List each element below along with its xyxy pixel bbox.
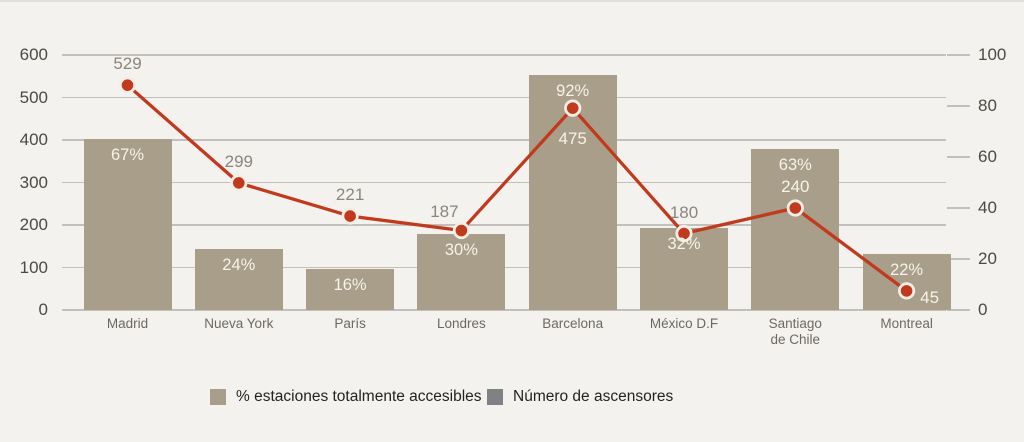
legend-item-accessible-stations: % estaciones totalmente accesibles [210, 388, 482, 406]
top-border-strip [0, 0, 1024, 2]
line-value-label-mexico-d-f: 180 [669, 202, 699, 222]
y-axis-left-tick-600: 600 [19, 45, 48, 64]
y-axis-left-tick-200: 200 [19, 215, 48, 234]
bar-value-label-nueva-york: 24% [222, 255, 256, 274]
bar-value-label-barcelona: 92% [556, 82, 590, 101]
line-value-label-paris: 221 [335, 185, 365, 205]
bar-montreal [862, 253, 951, 310]
x-axis-label-madrid: Madrid [106, 316, 149, 331]
bar-value-label-mexico-d-f: 32% [667, 235, 701, 254]
line-value-label-londres: 187 [430, 201, 459, 221]
legend-label-accessible-stations: % estaciones totalmente accesibles [236, 388, 482, 405]
y-axis-left-tick-500: 500 [19, 87, 48, 107]
x-axis-label-londres: Londres [436, 316, 486, 331]
bar-paris [306, 269, 395, 310]
line-value-label-nueva-york: 299 [224, 151, 253, 171]
gridline-600 [62, 54, 946, 56]
gridline-200 [62, 224, 946, 226]
bar-madrid [83, 139, 172, 310]
x-axis-label-paris: París [334, 316, 366, 331]
legend-swatch-accessible-stations [210, 389, 226, 405]
x-axis-label-santiago-de-chile: Santiago de Chile [768, 316, 822, 347]
x-axis-label-nueva-york: Nueva York [204, 316, 274, 331]
bar-value-label-montreal: 22% [890, 260, 924, 279]
bar-value-label-paris: 16% [333, 276, 367, 295]
x-axis-label-barcelona: Barcelona [542, 316, 604, 331]
gridline-0 [62, 309, 946, 311]
line-point-barcelona [564, 99, 582, 117]
bar-value-label-madrid: 67% [110, 146, 145, 165]
line-value-label-madrid: 529 [113, 54, 142, 74]
line-point-paris [341, 207, 359, 225]
bar-value-label-londres: 30% [444, 240, 478, 259]
y-axis-right-tick-40: 40 [978, 198, 997, 217]
line-point-nueva-york [230, 174, 248, 192]
x-axis-label-mexico-d-f: México D.F [649, 316, 719, 331]
line-point-madrid [118, 76, 137, 94]
gridline-500 [62, 96, 946, 99]
y-axis-left-tick-300: 300 [19, 172, 48, 192]
y-axis-right-tickmark-20 [947, 258, 970, 260]
y-axis-right-tickmark-60 [947, 156, 970, 158]
line-point-londres [452, 221, 470, 240]
y-axis-right-tick-60: 60 [978, 147, 997, 166]
line-path [126, 83, 908, 293]
y-axis-right-tick-0: 0 [978, 300, 988, 319]
legend-label-elevators: Número de ascensores [513, 388, 674, 405]
y-axis-left-tick-400: 400 [19, 130, 48, 149]
y-axis-right-tickmark-0 [947, 309, 970, 311]
line-point-santiago-de-chile [786, 199, 804, 217]
y-axis-right-tickmark-100 [947, 54, 970, 56]
gridline-400 [62, 139, 946, 141]
y-axis-left-tick-100: 100 [19, 257, 48, 277]
line-value-label-santiago-de-chile: 240 [781, 177, 810, 196]
x-axis-label-montreal: Montreal [880, 316, 933, 331]
bar-value-label-santiago-de-chile: 63% [778, 156, 812, 175]
y-axis-right-tick-100: 100 [978, 45, 1007, 64]
line-value-label-montreal: 45 [920, 287, 940, 307]
y-axis-right-tick-80: 80 [978, 96, 997, 115]
bar-londres [417, 233, 506, 310]
y-axis-right-tickmark-40 [947, 207, 970, 209]
line-point-montreal [897, 282, 916, 300]
y-axis-right-tick-20: 20 [978, 249, 997, 268]
y-axis-left-tick-0: 0 [38, 300, 48, 319]
y-axis-right-tickmark-80 [947, 105, 970, 107]
line-value-label-barcelona: 475 [558, 129, 587, 149]
line-point-mexico-d-f [675, 224, 693, 243]
legend-swatch-elevators [487, 389, 503, 405]
bar-nueva-york [194, 248, 283, 310]
legend-item-elevators: Número de ascensores [487, 388, 673, 406]
